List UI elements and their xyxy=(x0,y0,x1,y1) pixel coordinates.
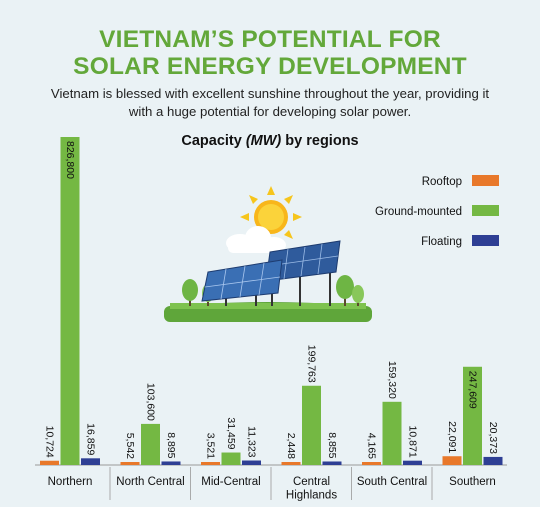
bars-group: 10,724 826,800 16,859 Northern 5,542 103,600 8… xyxy=(40,137,503,502)
chart-title-suffix: by regions xyxy=(281,133,359,149)
bar-floating xyxy=(403,460,422,465)
legend-label: Ground-mounted xyxy=(375,206,462,218)
title-line-2: SOLAR ENERGY DEVELOPMENT xyxy=(73,53,467,80)
x-tick-label: Mid-Central xyxy=(201,476,260,488)
bar-ground-mounted xyxy=(382,401,402,465)
data-label: 20,373 xyxy=(487,422,499,454)
bar-ground-mounted xyxy=(60,137,80,465)
subtitle-line-2: with a huge potential for developing sol… xyxy=(128,104,412,119)
data-label: 10,724 xyxy=(44,426,56,458)
data-label: 103,600 xyxy=(145,383,157,421)
bar-rooftop xyxy=(201,462,220,465)
x-tick-label: Southern xyxy=(449,476,496,488)
x-tick-label: North Central xyxy=(116,476,184,488)
x-tick-label: Highlands xyxy=(286,490,337,502)
legend-label: Floating xyxy=(421,236,462,248)
title-line-1: VIETNAM’S POTENTIAL FOR xyxy=(99,26,441,53)
data-label: 8,895 xyxy=(165,432,177,458)
bar-floating xyxy=(161,461,181,465)
bar-rooftop xyxy=(120,462,140,465)
page-title: VIETNAM’S POTENTIAL FOR SOLAR ENERGY DEV… xyxy=(0,26,540,80)
bar-rooftop xyxy=(362,462,381,465)
legend-swatch xyxy=(472,235,499,246)
legend-swatch xyxy=(472,175,499,186)
bar-rooftop xyxy=(281,462,301,465)
data-label: 2,448 xyxy=(285,433,297,459)
chart-title: Capacity (MW) by regions xyxy=(0,133,540,149)
legend-label: Rooftop xyxy=(422,176,462,188)
page-subtitle: Vietnam is blessed with excellent sunshi… xyxy=(20,85,520,121)
data-label: 8,855 xyxy=(326,432,338,458)
solar-panels-with-sun-icon xyxy=(164,186,372,322)
bar-floating xyxy=(81,458,100,465)
x-tick-label: South Central xyxy=(357,476,427,488)
bar-ground-mounted xyxy=(221,452,241,465)
legend-swatch xyxy=(472,205,499,216)
bar-rooftop xyxy=(40,460,59,465)
data-label: 22,091 xyxy=(446,421,458,453)
chart-title-unit: (MW) xyxy=(245,133,282,149)
data-label: 199,763 xyxy=(306,345,318,383)
data-label: 826,800 xyxy=(64,141,76,179)
data-label: 10,871 xyxy=(407,426,419,458)
bar-ground-mounted xyxy=(463,366,482,465)
data-label: 31,459 xyxy=(225,417,237,449)
chart-title-prefix: Capacity xyxy=(181,133,246,149)
bar-rooftop xyxy=(442,456,462,465)
bar-ground-mounted xyxy=(141,423,160,465)
data-label: 11,323 xyxy=(246,426,258,457)
data-label: 3,521 xyxy=(205,433,217,459)
bar-floating xyxy=(483,456,503,465)
data-label: 5,542 xyxy=(124,433,136,459)
subtitle-line-1: Vietnam is blessed with excellent sunshi… xyxy=(50,86,490,101)
data-label: 4,165 xyxy=(366,433,378,459)
x-tick-label: Central xyxy=(293,476,330,488)
data-label: 16,859 xyxy=(85,423,97,455)
bar-ground-mounted xyxy=(302,385,321,465)
bar-floating xyxy=(242,460,261,465)
data-label: 159,320 xyxy=(386,361,398,399)
bar-floating xyxy=(322,461,342,465)
data-label: 247,609 xyxy=(467,371,479,409)
legend: Rooftop Ground-mounted Floating xyxy=(375,175,499,248)
x-tick-label: Northern xyxy=(48,476,93,488)
